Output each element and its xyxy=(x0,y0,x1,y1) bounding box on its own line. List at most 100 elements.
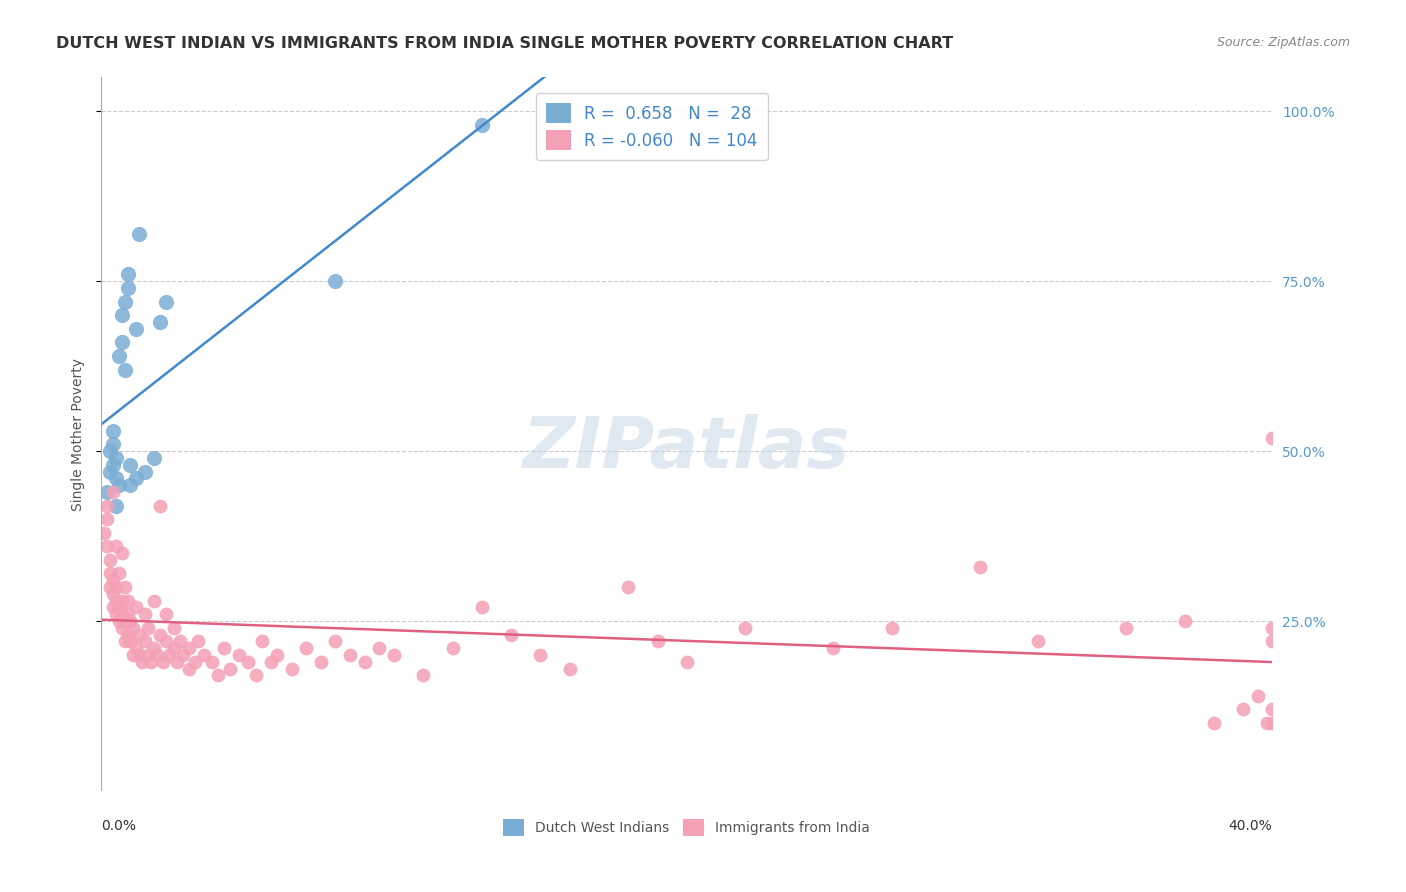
Point xyxy=(166,655,188,669)
Point xyxy=(1247,689,1270,703)
Point xyxy=(207,668,229,682)
Point xyxy=(177,641,200,656)
Point xyxy=(107,349,129,363)
Point xyxy=(617,580,640,594)
Point xyxy=(104,499,127,513)
Point xyxy=(155,634,177,648)
Point xyxy=(107,566,129,581)
Point xyxy=(117,268,139,282)
Point xyxy=(157,648,180,662)
Point xyxy=(169,634,191,648)
Point xyxy=(96,485,118,500)
Point xyxy=(1261,431,1284,445)
Point xyxy=(1232,702,1254,716)
Point xyxy=(104,593,127,607)
Point xyxy=(1174,614,1197,628)
Point xyxy=(107,614,129,628)
Point xyxy=(104,471,127,485)
Point xyxy=(136,621,159,635)
Point xyxy=(120,634,142,648)
Point xyxy=(111,621,134,635)
Point xyxy=(98,444,121,458)
Point xyxy=(245,668,267,682)
Point xyxy=(675,655,697,669)
Point xyxy=(353,655,375,669)
Point xyxy=(98,465,121,479)
Point xyxy=(236,655,259,669)
Point xyxy=(734,621,756,635)
Point xyxy=(98,553,121,567)
Point xyxy=(128,627,150,641)
Point xyxy=(1256,716,1278,731)
Point xyxy=(1115,621,1137,635)
Point xyxy=(1261,634,1284,648)
Point xyxy=(149,315,172,329)
Point xyxy=(128,648,150,662)
Point xyxy=(101,485,124,500)
Point xyxy=(1261,621,1284,635)
Point xyxy=(120,478,142,492)
Point xyxy=(98,566,121,581)
Point xyxy=(93,525,115,540)
Point xyxy=(228,648,250,662)
Point xyxy=(382,648,405,662)
Text: 0.0%: 0.0% xyxy=(101,820,136,833)
Point xyxy=(114,294,136,309)
Point xyxy=(104,607,127,622)
Point xyxy=(142,641,165,656)
Point xyxy=(125,641,148,656)
Point xyxy=(111,593,134,607)
Point xyxy=(412,668,434,682)
Point xyxy=(1261,716,1284,731)
Point xyxy=(111,607,134,622)
Point xyxy=(134,465,156,479)
Point xyxy=(114,580,136,594)
Point xyxy=(142,593,165,607)
Point xyxy=(131,655,153,669)
Point xyxy=(120,458,142,472)
Point xyxy=(101,600,124,615)
Point xyxy=(823,641,845,656)
Point xyxy=(146,648,169,662)
Point xyxy=(111,546,134,560)
Point xyxy=(471,600,494,615)
Point xyxy=(1202,716,1225,731)
Point xyxy=(309,655,332,669)
Point xyxy=(114,634,136,648)
Point xyxy=(325,634,347,648)
Point xyxy=(101,574,124,588)
Point xyxy=(128,227,150,241)
Point xyxy=(117,281,139,295)
Point xyxy=(155,607,177,622)
Point xyxy=(125,600,148,615)
Point xyxy=(295,641,318,656)
Point xyxy=(201,655,224,669)
Point xyxy=(339,648,361,662)
Point xyxy=(1026,634,1049,648)
Point xyxy=(96,512,118,526)
Point xyxy=(117,627,139,641)
Point xyxy=(101,437,124,451)
Point xyxy=(134,634,156,648)
Point xyxy=(212,641,235,656)
Point xyxy=(101,458,124,472)
Point xyxy=(136,648,159,662)
Point xyxy=(280,662,302,676)
Point xyxy=(96,539,118,553)
Point xyxy=(368,641,391,656)
Point xyxy=(104,580,127,594)
Point xyxy=(101,424,124,438)
Point xyxy=(120,614,142,628)
Point xyxy=(98,580,121,594)
Text: ZIPatlas: ZIPatlas xyxy=(523,414,851,483)
Point xyxy=(163,621,186,635)
Point xyxy=(149,499,172,513)
Point xyxy=(107,478,129,492)
Text: DUTCH WEST INDIAN VS IMMIGRANTS FROM INDIA SINGLE MOTHER POVERTY CORRELATION CHA: DUTCH WEST INDIAN VS IMMIGRANTS FROM IND… xyxy=(56,36,953,51)
Point xyxy=(471,118,494,132)
Point xyxy=(122,621,145,635)
Point xyxy=(155,294,177,309)
Point xyxy=(111,335,134,350)
Point xyxy=(125,471,148,485)
Point xyxy=(184,655,207,669)
